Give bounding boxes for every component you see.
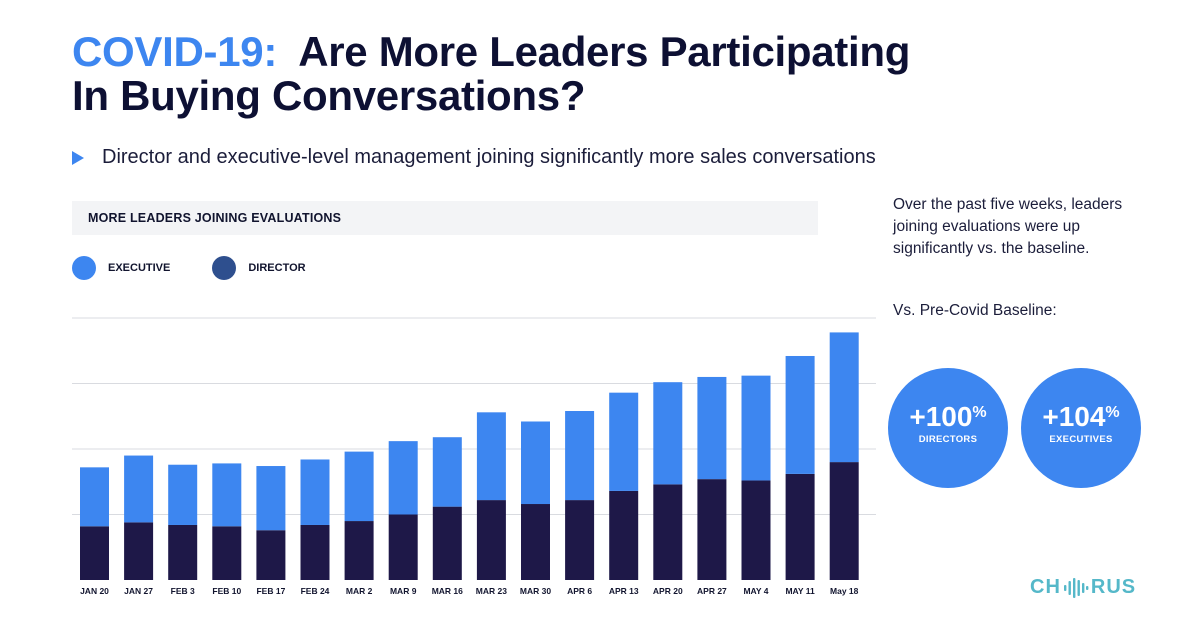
bar-executive-2 [168, 464, 198, 525]
bar-executive-6 [344, 451, 374, 522]
bar-executive-9 [476, 412, 506, 501]
title-accent: COVID-19: [72, 28, 278, 75]
bar-executive-1 [124, 455, 154, 523]
bar-executive-15 [741, 375, 771, 481]
bar-executive-12 [609, 392, 639, 491]
bar-executive-7 [388, 441, 418, 515]
bar-director-1 [124, 522, 154, 580]
legend-swatch-director [212, 256, 237, 280]
chart-legend: EXECUTIVE DIRECTOR [72, 256, 348, 280]
x-tick-label-9: MAR 23 [476, 586, 507, 596]
x-tick-label-15: MAY 4 [743, 586, 768, 596]
bar-director-6 [344, 521, 374, 580]
bar-director-12 [609, 490, 639, 580]
bar-executive-4 [256, 466, 286, 531]
x-tick-label-12: APR 13 [609, 586, 639, 596]
bar-director-7 [388, 514, 418, 580]
page-title: COVID-19: Are More Leaders Participating… [72, 30, 910, 118]
x-tick-label-16: MAY 11 [785, 586, 815, 596]
x-tick-label-4: FEB 17 [256, 586, 285, 596]
x-tick-label-1: JAN 27 [124, 586, 153, 596]
legend-item-director: DIRECTOR [212, 256, 306, 280]
bar-executive-14 [697, 376, 727, 480]
bar-director-13 [653, 484, 683, 580]
subtitle: Director and executive-level management … [72, 146, 876, 169]
bar-executive-13 [653, 382, 683, 485]
bar-executive-8 [432, 437, 462, 507]
bar-director-14 [697, 479, 727, 580]
bar-executive-0 [80, 467, 109, 527]
logo-text-right: RUS [1090, 576, 1137, 598]
x-tick-label-11: APR 6 [567, 586, 592, 596]
stat-executives: +104% EXECUTIVES [1021, 368, 1141, 488]
baseline-label: Vs. Pre-Covid Baseline: [893, 302, 1057, 319]
x-tick-label-17: May 18 [830, 586, 859, 596]
chorus-logo: CH RUS [1030, 576, 1136, 599]
bar-director-15 [741, 480, 771, 580]
stat-executives-value: +104% [1042, 401, 1120, 432]
bar-director-17 [829, 462, 859, 580]
bar-director-5 [300, 524, 330, 580]
stat-directors: +100% DIRECTORS [888, 368, 1008, 488]
bar-director-4 [256, 530, 286, 580]
bar-director-11 [565, 500, 595, 580]
x-tick-label-6: MAR 2 [346, 586, 373, 596]
x-tick-label-13: APR 20 [653, 586, 683, 596]
x-tick-label-3: FEB 10 [212, 586, 241, 596]
bar-executive-10 [521, 421, 550, 505]
subtitle-text: Director and executive-level management … [102, 146, 876, 168]
x-tick-label-8: MAR 16 [432, 586, 463, 596]
x-tick-label-14: APR 27 [697, 586, 727, 596]
legend-label-executive: EXECUTIVE [108, 262, 171, 274]
soundwave-icon [1063, 577, 1089, 598]
bar-director-10 [521, 504, 550, 580]
bar-director-8 [432, 506, 462, 580]
legend-swatch-executive [72, 256, 96, 280]
side-description: Over the past five weeks, leaders joinin… [893, 196, 1123, 257]
bar-director-9 [476, 500, 506, 580]
stat-executives-label: EXECUTIVES [1049, 434, 1113, 445]
bar-executive-17 [829, 332, 859, 463]
play-triangle-icon [72, 150, 84, 165]
logo-text-left: CH [1030, 576, 1061, 598]
x-tick-label-5: FEB 24 [301, 586, 330, 596]
x-tick-label-0: JAN 20 [80, 586, 109, 596]
bar-director-16 [785, 473, 815, 580]
bar-executive-16 [785, 355, 815, 474]
legend-item-executive: EXECUTIVE [72, 256, 170, 280]
bar-director-2 [168, 524, 198, 580]
chart-header: MORE LEADERS JOINING EVALUATIONS [72, 201, 818, 235]
bar-director-0 [80, 526, 109, 580]
title-line-1: Are More Leaders Participating [298, 28, 911, 75]
x-tick-label-2: FEB 3 [171, 586, 195, 596]
x-tick-label-7: MAR 9 [390, 586, 417, 596]
stat-directors-label: DIRECTORS [918, 434, 978, 445]
bar-executive-11 [565, 411, 595, 501]
bar-director-3 [212, 526, 242, 580]
stat-directors-value: +100% [909, 401, 987, 432]
bar-executive-3 [212, 463, 242, 527]
bar-executive-5 [300, 459, 330, 525]
x-tick-label-10: MAR 30 [520, 586, 551, 596]
legend-label-director: DIRECTOR [248, 262, 306, 274]
title-line-2: In Buying Conversations? [72, 72, 586, 119]
